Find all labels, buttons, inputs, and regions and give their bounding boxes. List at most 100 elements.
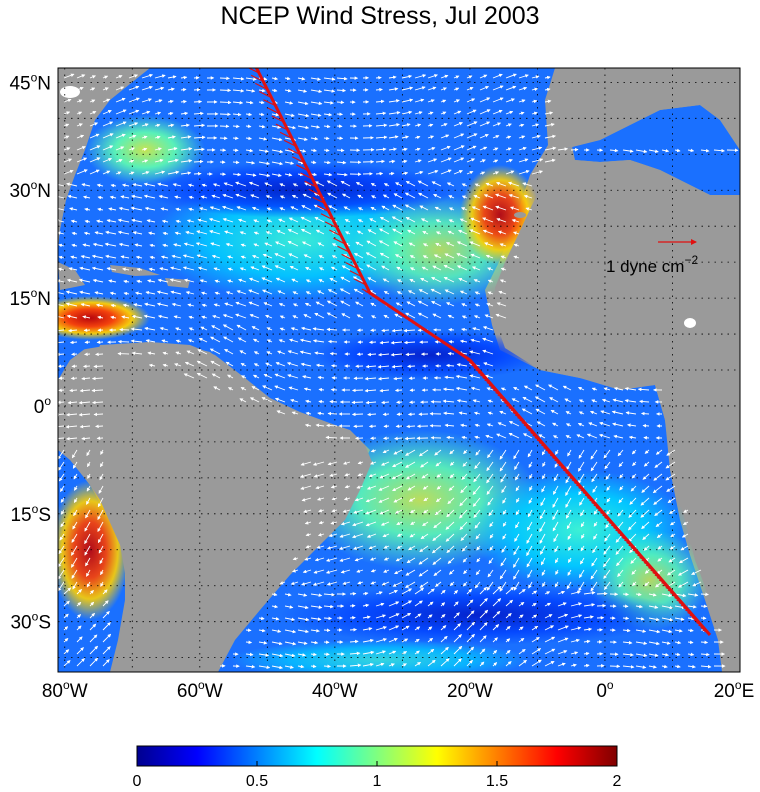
x-tick-label: 20oE <box>714 678 755 702</box>
wind-vector <box>248 277 260 283</box>
wind-vector <box>496 302 507 307</box>
wind-vector <box>92 278 104 283</box>
wind-vector <box>97 195 104 200</box>
wind-vector <box>185 230 195 235</box>
wind-vector <box>314 312 325 319</box>
wind-vector <box>154 158 164 163</box>
wind-vector <box>378 240 390 247</box>
wind-vector <box>414 86 426 91</box>
wind-vector <box>58 316 65 319</box>
wind-vector <box>297 113 310 118</box>
wind-vector <box>544 87 551 92</box>
wind-vector <box>505 85 517 91</box>
wind-vector <box>622 149 634 153</box>
wind-vector <box>76 123 83 127</box>
wind-vector <box>193 123 206 128</box>
wind-vector <box>227 255 234 259</box>
wind-vector <box>102 157 113 163</box>
wind-vector <box>401 159 408 164</box>
wind-vector <box>388 171 395 176</box>
wind-vector <box>492 171 500 175</box>
wind-vector <box>508 194 520 199</box>
wind-vector <box>76 111 83 115</box>
wind-vector <box>466 121 478 127</box>
wind-vector <box>448 195 455 199</box>
wind-vector <box>292 315 299 319</box>
wind-vector <box>284 76 291 81</box>
wind-vector <box>162 231 169 236</box>
wind-vector <box>343 206 351 211</box>
wind-vector <box>466 145 477 151</box>
wind-vector <box>232 172 242 177</box>
wind-vector <box>427 111 434 115</box>
wind-vector <box>245 136 252 141</box>
wind-vector <box>310 136 319 141</box>
wind-vector <box>58 364 65 369</box>
wind-vector <box>340 180 351 187</box>
wind-vector <box>199 207 208 211</box>
wind-vector <box>76 99 83 103</box>
wind-vector <box>484 242 494 247</box>
wind-vector <box>404 204 416 211</box>
wind-vector <box>401 86 414 91</box>
wind-vector <box>487 291 494 295</box>
wind-vector <box>518 158 529 163</box>
wind-vector <box>291 194 299 199</box>
wind-vector <box>93 364 104 369</box>
wind-vector <box>240 255 247 259</box>
wind-vector <box>414 170 424 175</box>
wind-vector <box>115 133 126 139</box>
wind-vector <box>209 206 221 211</box>
wind-vector <box>143 194 156 199</box>
wind-vector <box>427 86 437 91</box>
wind-vector <box>492 97 504 103</box>
wind-vector <box>427 74 438 79</box>
wind-vector <box>444 253 455 259</box>
wind-vector <box>518 99 526 103</box>
wind-vector <box>432 265 442 271</box>
wind-vector <box>235 313 247 319</box>
wind-vector <box>313 204 325 211</box>
wind-vector <box>224 230 234 235</box>
wind-vector <box>473 279 481 283</box>
wind-vector <box>622 616 630 621</box>
wind-vector <box>323 124 331 129</box>
wind-vector <box>118 206 130 211</box>
wind-vector <box>84 207 91 212</box>
wind-vector <box>453 99 460 103</box>
wind-vector <box>66 182 78 187</box>
wind-vector <box>156 290 169 295</box>
wind-vector <box>78 278 91 283</box>
wind-vector <box>141 135 148 140</box>
wind-vector <box>382 278 390 283</box>
wind-vector <box>453 170 463 175</box>
wind-vector <box>355 241 364 247</box>
wind-vector <box>63 123 70 127</box>
wind-vector <box>388 135 399 139</box>
wind-vector <box>421 266 429 271</box>
wind-vector <box>497 230 507 235</box>
wind-vector <box>310 89 323 94</box>
wind-vector <box>375 159 385 164</box>
wind-vector <box>201 303 208 308</box>
wind-vector <box>70 219 78 224</box>
wind-vector <box>353 288 364 295</box>
wind-vector <box>58 388 65 393</box>
wind-vector <box>414 123 422 127</box>
wind-vector <box>287 229 299 235</box>
field-blob <box>280 585 680 645</box>
wind-vector <box>110 303 117 308</box>
wind-vector <box>523 194 533 199</box>
wind-vector <box>492 135 500 139</box>
wind-vector <box>440 99 447 103</box>
wind-vector <box>401 147 408 152</box>
wind-vector <box>193 99 203 104</box>
wind-vector <box>492 147 499 151</box>
wind-vector <box>401 74 413 79</box>
wind-vector <box>133 303 143 307</box>
wind-vector <box>310 148 317 153</box>
wind-vector <box>102 133 114 139</box>
wind-vector <box>76 74 86 79</box>
wind-vector <box>461 195 468 199</box>
wind-vector <box>157 314 169 319</box>
